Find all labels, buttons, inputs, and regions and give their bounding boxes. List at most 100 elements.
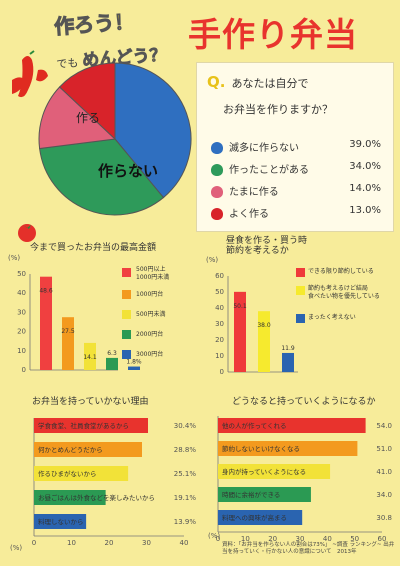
answer-percent: 39.0% [349, 139, 381, 150]
x-tick-label: 20 [105, 539, 114, 547]
bar-value-label: 19.1% [174, 494, 197, 502]
bar-value-label: 6.3 [107, 350, 117, 357]
bar-value-label: 54.0 [376, 422, 392, 430]
y-tick-label: 40 [17, 289, 26, 297]
answer-percent: 13.0% [349, 205, 381, 216]
y-tick-label: 10 [17, 347, 26, 355]
bar-value-label: 50.1 [233, 303, 247, 310]
x-tick-label: 30 [296, 535, 305, 543]
x-tick-label: 40 [180, 539, 189, 547]
answer-label: よく作る [229, 209, 269, 220]
bar [34, 466, 129, 481]
bar [34, 514, 87, 529]
answer-row: たまに作る 14.0% [211, 183, 387, 198]
bar [218, 510, 303, 525]
source-footnote: 資料：「お弁当を作らない人の割合は73%」 ~調査 ランキング~ 出弁当を持って… [222, 542, 395, 555]
pie-slice [38, 86, 117, 150]
y-tick-label: 0 [22, 366, 26, 374]
y-tick-label: 20 [215, 336, 224, 344]
y-tick-label: 50 [17, 270, 26, 278]
y-tick-label: 40 [215, 304, 224, 312]
answer-color-swatch [211, 186, 223, 198]
x-tick-label: 10 [241, 535, 250, 543]
legend-label: 節約も考えるけど結局 食べたい物を優先している [308, 285, 380, 300]
y-tick-label: 0 [220, 368, 224, 376]
max-price-chart: 0 10 20 30 40 50 48.6 27.5 14.1 6.3 1.8% [17, 270, 142, 374]
pie-slice [39, 138, 165, 216]
max-price-panel: 今まで買ったお弁当の最高金額 (%) 0 10 20 30 40 50 48.6 27.5 14… [6, 240, 196, 380]
pie-label-make: 作る [76, 111, 100, 125]
question-line2: お弁当を作りますか？ [223, 103, 333, 116]
reasons-panel: お弁当を持っていかない理由 (%) 0 10 20 30 40 学食食堂、社員食堂があるか… [6, 392, 200, 552]
answer-row: 作ったことがある 34.0% [211, 161, 387, 176]
x-tick-label: 40 [323, 535, 332, 543]
bar [40, 276, 52, 370]
reasons-title: お弁当を持っていかない理由 [32, 397, 149, 407]
pie-label-dont: 作らない [98, 162, 158, 180]
bar [34, 490, 106, 505]
bar [218, 464, 331, 479]
bar [218, 418, 366, 433]
bar [62, 317, 74, 370]
legend-swatch [122, 310, 131, 319]
legend-swatch [122, 330, 131, 339]
legend-swatch [122, 350, 131, 359]
bar-category-label: 時間に余裕ができる [222, 490, 280, 499]
bar-value-label: 30.4% [174, 422, 197, 430]
question-line1: あなたは自分で [231, 77, 309, 90]
bar [84, 342, 96, 370]
bar-value-label: 14.1 [83, 354, 97, 361]
y-tick-label: 30 [215, 320, 224, 328]
answer-label: たまに作る [229, 187, 279, 198]
bar-value-label: 30.8 [376, 514, 392, 522]
x-tick-label: 0 [32, 539, 36, 547]
answer-color-swatch [211, 208, 223, 220]
saving-title: 昼食を作る・買う時 節約を考えるか [226, 236, 308, 256]
legend-swatch [296, 268, 305, 277]
bar-value-label: 13.9% [174, 518, 197, 526]
bar-value-label: 41.0 [376, 468, 392, 476]
bar [258, 311, 270, 372]
x-tick-label: 50 [350, 535, 359, 543]
max-price-unit: (%) [8, 254, 21, 262]
pie-slice [58, 62, 116, 141]
answer-percent: 14.0% [349, 183, 381, 194]
page-title: 手作り弁当 [188, 15, 358, 54]
question-heading: Q. あなたは自分で [207, 73, 308, 91]
legend-swatch [122, 290, 131, 299]
y-tick-label: 30 [17, 308, 26, 316]
answer-percent: 34.0% [349, 161, 381, 172]
answer-row: よく作る 13.0% [211, 205, 387, 220]
pie-slice [114, 62, 192, 199]
bar-category-label: 料理への興味が高まる [222, 513, 287, 522]
legend-label: 2000円台 [136, 331, 164, 338]
bar-value-label: 28.8% [174, 446, 197, 454]
legend-swatch [296, 314, 305, 323]
question-mark: Q. [207, 73, 226, 91]
legend-label: 500円以上 1000円未満 [136, 266, 170, 281]
y-tick-label: 50 [215, 288, 224, 296]
legend-label: 1000円台 [136, 291, 164, 298]
bar-value-label: 1.8% [126, 359, 142, 366]
x-tick-label: 0 [216, 535, 220, 543]
legend-label: 500円未満 [136, 311, 166, 318]
bar-value-label: 48.6 [39, 288, 53, 295]
x-tick-label: 60 [378, 535, 387, 543]
bar-value-label: 34.0 [376, 491, 392, 499]
bar-category-label: 他の人が作ってくれる [222, 421, 286, 430]
bar [34, 442, 142, 457]
question-card: Q. あなたは自分で お弁当を作りますか？ 滅多に作らない 39.0% 作ったことが… [196, 62, 394, 232]
answer-color-swatch [211, 164, 223, 176]
motivation-title: どうなると持っていくようになるか [232, 397, 376, 407]
y-tick-label: 10 [215, 352, 224, 360]
y-tick-label: 60 [215, 272, 224, 280]
saving-panel: 昼食を作る・買う時 節約を考えるか (%) 0 10 20 30 40 50 60 50.1 3… [204, 234, 396, 382]
bar [106, 357, 118, 370]
bar [218, 441, 358, 456]
bar-category-label: 料理しないから [38, 517, 84, 526]
bar [218, 487, 311, 502]
motivation-unit: (%) [208, 532, 221, 540]
bar [282, 352, 294, 372]
legend-label: できる限り節約している [308, 268, 374, 275]
answer-row: 滅多に作らない 39.0% [211, 139, 387, 154]
